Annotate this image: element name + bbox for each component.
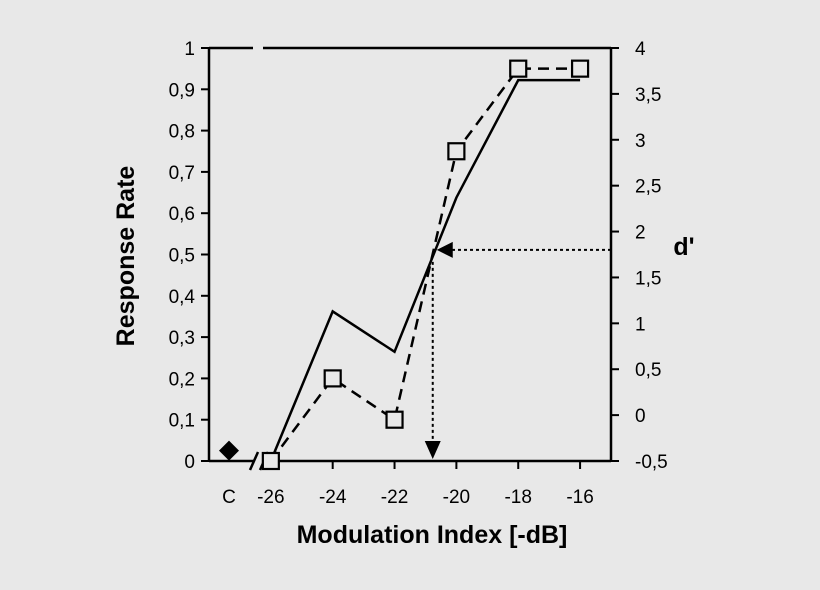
series-line-solid [269,78,581,462]
y-tick-label: 0,8 [169,122,195,143]
y-tick-label: 1 [184,39,195,60]
y2-tick-label: 2,5 [635,177,661,198]
y-tick-label: 0,4 [169,287,196,308]
x-tick-label: C [222,487,236,508]
y2-tick-label: 3 [635,131,646,152]
x-tick-label: -16 [566,487,593,508]
x-tick-label: -24 [319,487,347,508]
threshold-horizontal-arrowhead [436,241,453,258]
axis-break-mark-1 [248,451,260,471]
y-tick-label: 0,9 [169,80,195,101]
plot-marks [219,59,611,471]
threshold-vertical-arrowhead [424,441,441,459]
square-marker [509,59,528,78]
y-tick-label: 0 [184,452,195,473]
y2-tick-label: 2 [635,223,646,244]
axes-frame [207,46,613,471]
y-tick-label: 0,3 [169,328,195,349]
y2-tick-label: 1 [635,314,646,335]
x-tick-label: -22 [381,487,408,508]
x-tick-label: -20 [443,487,470,508]
square-marker [570,59,590,78]
square-marker [447,142,466,161]
ticks: 0 0,1 0,2 0,3 0,4 0,5 0,6 0,7 0,8 0,9 1 -0,5 0 0,5 1 1,… [169,39,668,508]
y2-tick-label: 3,5 [635,85,661,106]
x-tick-label: -26 [257,487,284,508]
y2-tick-label: 4 [635,39,646,60]
y-axis-title: Response Rate [112,166,140,347]
y-tick-label: 0,7 [169,163,195,184]
y-tick-label: 0,6 [169,204,195,225]
square-marker [261,451,280,471]
y2-tick-label: -0,5 [635,452,668,473]
y2-tick-label: 0,5 [635,360,661,381]
y2-tick-label: 1,5 [635,268,661,289]
y2-axis-title: d' [673,233,694,261]
x-tick-label: -18 [504,487,531,508]
y2-tick-label: 0 [635,406,646,427]
control-diamond-marker [219,440,239,461]
y-tick-label: 0,2 [169,369,195,390]
x-axis-title: Modulation Index [-dB] [297,521,568,549]
series-line-dashed [269,67,581,462]
square-marker [385,410,404,429]
square-marker [323,369,342,388]
y-tick-label: 0,1 [169,411,195,432]
y-tick-label: 0,5 [169,246,195,267]
